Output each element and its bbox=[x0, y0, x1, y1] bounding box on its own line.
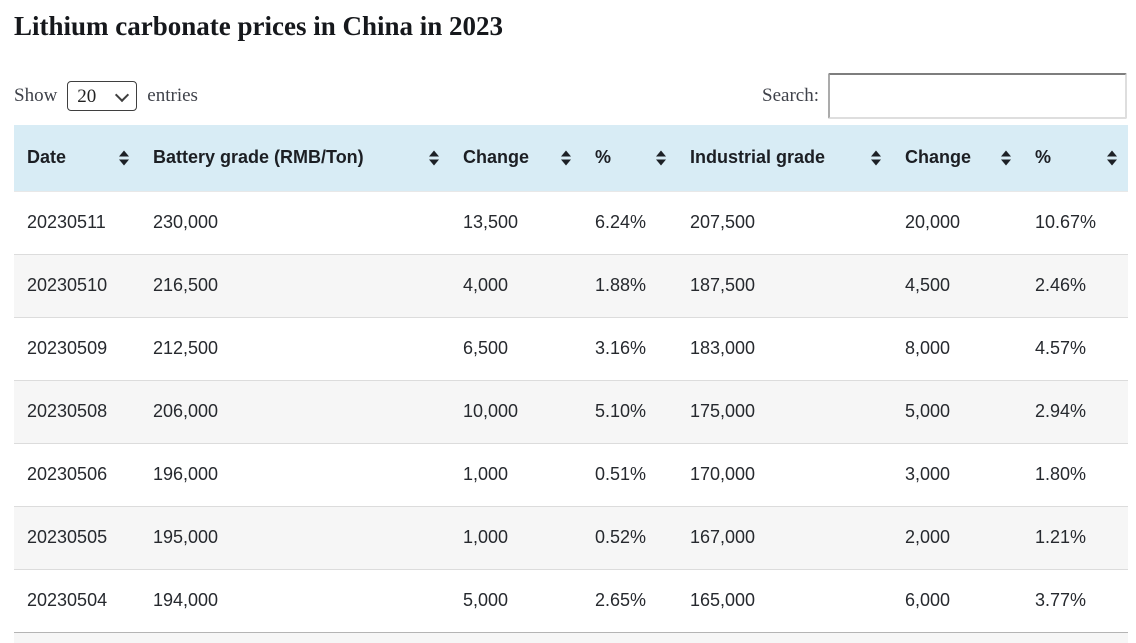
cell-battery-percent: 1.88% bbox=[582, 254, 677, 318]
cell-industrial-change: 6,000 bbox=[892, 569, 1022, 633]
cell-battery-grade: 194,000 bbox=[140, 569, 450, 633]
cell-battery-grade: 206,000 bbox=[140, 380, 450, 444]
table-header: Date Battery grade (RMB/Ton) Change % In… bbox=[14, 125, 1128, 192]
cell-date: 20230508 bbox=[14, 380, 140, 444]
cell-industrial-percent: 10.67% bbox=[1022, 191, 1128, 255]
cell-battery-percent: 5.10% bbox=[582, 380, 677, 444]
cell-battery-grade: 216,500 bbox=[140, 254, 450, 318]
table-row: 20230511 230,000 13,500 6.24% 207,500 20,000 1… bbox=[14, 191, 1128, 255]
cell-industrial-change: 2,000 bbox=[892, 506, 1022, 570]
table-row: 20230506 196,000 1,000 0.51% 170,000 3,000 1.8… bbox=[14, 443, 1128, 507]
column-header-battery-grade[interactable]: Battery grade (RMB/Ton) bbox=[140, 125, 450, 192]
column-header-label: Change bbox=[905, 147, 972, 168]
cell-industrial-grade: 175,000 bbox=[677, 380, 892, 444]
cell-industrial-change: 20,000 bbox=[892, 191, 1022, 255]
cell-industrial-grade: 170,000 bbox=[677, 443, 892, 507]
page-length-control: Show 20 entries bbox=[14, 81, 198, 111]
cell-industrial-grade: 183,000 bbox=[677, 317, 892, 381]
cell-industrial-percent: 2.46% bbox=[1022, 254, 1128, 318]
cell-battery-percent: 3.16% bbox=[582, 317, 677, 381]
cell-battery-percent: 0.51% bbox=[582, 443, 677, 507]
cell-battery-change: 10,000 bbox=[450, 380, 582, 444]
table-controls: Show 20 entries Search: bbox=[14, 73, 1127, 119]
column-header-label: % bbox=[595, 147, 612, 168]
cell-date: 20230504 bbox=[14, 569, 140, 633]
column-header-date[interactable]: Date bbox=[14, 125, 140, 192]
search-input[interactable] bbox=[828, 73, 1127, 119]
partial-next-row bbox=[14, 632, 1128, 643]
sort-up-down-icon bbox=[1107, 150, 1117, 166]
entries-label: entries bbox=[147, 85, 198, 106]
column-header-industrial-change[interactable]: Change bbox=[892, 125, 1022, 192]
cell-date: 20230511 bbox=[14, 191, 140, 255]
table-row: 20230504 194,000 5,000 2.65% 165,000 6,000 3.7… bbox=[14, 569, 1128, 633]
cell-industrial-percent: 1.21% bbox=[1022, 506, 1128, 570]
column-header-label: Date bbox=[27, 147, 67, 168]
column-header-label: Change bbox=[463, 147, 530, 168]
column-header-label: % bbox=[1035, 147, 1052, 168]
cell-battery-change: 1,000 bbox=[450, 506, 582, 570]
column-header-battery-change[interactable]: Change bbox=[450, 125, 582, 192]
cell-battery-percent: 6.24% bbox=[582, 191, 677, 255]
prices-table: Date Battery grade (RMB/Ton) Change % In… bbox=[14, 125, 1128, 633]
column-header-label: Industrial grade bbox=[690, 147, 826, 168]
search-label: Search: bbox=[762, 85, 819, 106]
page-title: Lithium carbonate prices in China in 202… bbox=[14, 11, 504, 41]
cell-industrial-percent: 4.57% bbox=[1022, 317, 1128, 381]
cell-date: 20230509 bbox=[14, 317, 140, 381]
column-header-battery-percent[interactable]: % bbox=[582, 125, 677, 192]
cell-battery-grade: 212,500 bbox=[140, 317, 450, 381]
cell-battery-change: 1,000 bbox=[450, 443, 582, 507]
page-length-select[interactable]: 20 bbox=[67, 81, 138, 111]
cell-date: 20230506 bbox=[14, 443, 140, 507]
table-row: 20230509 212,500 6,500 3.16% 183,000 8,000 4.5… bbox=[14, 317, 1128, 381]
table-row: 20230510 216,500 4,000 1.88% 187,500 4,500 2.4… bbox=[14, 254, 1128, 318]
cell-industrial-change: 8,000 bbox=[892, 317, 1022, 381]
table-row: 20230508 206,000 10,000 5.10% 175,000 5,000 2.… bbox=[14, 380, 1128, 444]
cell-battery-grade: 195,000 bbox=[140, 506, 450, 570]
column-header-industrial-percent[interactable]: % bbox=[1022, 125, 1128, 192]
cell-industrial-grade: 187,500 bbox=[677, 254, 892, 318]
show-label: Show bbox=[14, 85, 58, 106]
sort-up-down-icon bbox=[871, 150, 881, 166]
cell-industrial-change: 5,000 bbox=[892, 380, 1022, 444]
column-header-industrial-grade[interactable]: Industrial grade bbox=[677, 125, 892, 192]
search-control: Search: bbox=[762, 73, 1127, 119]
table-row: 20230505 195,000 1,000 0.52% 167,000 2,000 1.2… bbox=[14, 506, 1128, 570]
sort-up-down-icon bbox=[656, 150, 666, 166]
cell-industrial-grade: 165,000 bbox=[677, 569, 892, 633]
column-header-label: Battery grade (RMB/Ton) bbox=[153, 147, 364, 168]
cell-industrial-change: 3,000 bbox=[892, 443, 1022, 507]
cell-industrial-grade: 207,500 bbox=[677, 191, 892, 255]
cell-date: 20230505 bbox=[14, 506, 140, 570]
cell-industrial-grade: 167,000 bbox=[677, 506, 892, 570]
cell-battery-change: 4,000 bbox=[450, 254, 582, 318]
sort-up-down-icon bbox=[429, 150, 439, 166]
cell-industrial-change: 4,500 bbox=[892, 254, 1022, 318]
sort-up-down-icon bbox=[119, 150, 129, 166]
cell-battery-change: 13,500 bbox=[450, 191, 582, 255]
cell-battery-grade: 230,000 bbox=[140, 191, 450, 255]
page-length-select-wrap: 20 bbox=[67, 81, 138, 111]
sort-up-down-icon bbox=[1001, 150, 1011, 166]
cell-date: 20230510 bbox=[14, 254, 140, 318]
cell-battery-percent: 2.65% bbox=[582, 569, 677, 633]
cell-battery-grade: 196,000 bbox=[140, 443, 450, 507]
table-body: 20230511 230,000 13,500 6.24% 207,500 20,000 1… bbox=[14, 191, 1128, 633]
cell-battery-change: 5,000 bbox=[450, 569, 582, 633]
cell-industrial-percent: 1.80% bbox=[1022, 443, 1128, 507]
cell-industrial-percent: 2.94% bbox=[1022, 380, 1128, 444]
cell-battery-change: 6,500 bbox=[450, 317, 582, 381]
cell-industrial-percent: 3.77% bbox=[1022, 569, 1128, 633]
sort-up-down-icon bbox=[561, 150, 571, 166]
cell-battery-percent: 0.52% bbox=[582, 506, 677, 570]
